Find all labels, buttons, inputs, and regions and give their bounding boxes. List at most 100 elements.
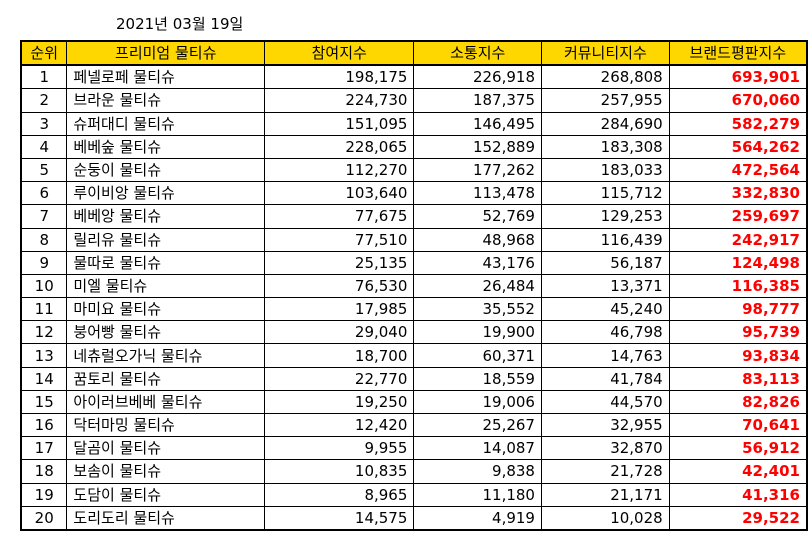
community-index-cell: 268,808 — [540, 64, 670, 90]
table-row: 11 마미요 물티슈 17,985 35,552 45,240 98,777 — [20, 297, 808, 322]
participation-index-cell: 76,530 — [263, 273, 415, 299]
participation-index-cell: 18,700 — [263, 343, 415, 368]
participation-index-cell: 198,175 — [263, 64, 415, 90]
participation-index-cell: 224,730 — [263, 88, 415, 113]
brand-reputation-index-cell: 670,060 — [668, 88, 808, 113]
table-row: 10 미엘 물티슈 76,530 26,484 13,371 116,385 — [20, 273, 808, 299]
community-index-cell: 44,570 — [540, 389, 670, 415]
brand-name-cell: 베베숲 물티슈 — [66, 134, 265, 159]
header-communication-index: 소통지수 — [413, 39, 542, 67]
rank-cell: 16 — [20, 412, 68, 438]
header-community-index: 커뮤니티지수 — [540, 39, 670, 67]
brand-name-cell: 달곰이 물티슈 — [66, 436, 265, 461]
brand-reputation-index-cell: 116,385 — [668, 273, 808, 299]
participation-index-cell: 228,065 — [263, 134, 415, 159]
rank-cell: 20 — [20, 505, 68, 531]
communication-index-cell: 113,478 — [413, 181, 542, 206]
brand-reputation-index-cell: 93,834 — [668, 343, 808, 368]
participation-index-cell: 22,770 — [263, 366, 415, 391]
communication-index-cell: 226,918 — [413, 64, 542, 90]
community-index-cell: 21,171 — [540, 482, 670, 507]
table-header-row: 순위 프리미엄 물티슈 참여지수 소통지수 커뮤니티지수 브랜드평판지수 — [20, 39, 808, 67]
community-index-cell: 45,240 — [540, 297, 670, 322]
table-row: 18 보솜이 물티슈 10,835 9,838 21,728 42,401 — [20, 459, 808, 484]
participation-index-cell: 103,640 — [263, 181, 415, 206]
brand-name-cell: 페넬로페 물티슈 — [66, 64, 265, 90]
rank-cell: 11 — [20, 297, 68, 322]
communication-index-cell: 9,838 — [413, 459, 542, 484]
communication-index-cell: 19,006 — [413, 389, 542, 415]
communication-index-cell: 152,889 — [413, 134, 542, 159]
communication-index-cell: 26,484 — [413, 273, 542, 299]
rank-cell: 17 — [20, 436, 68, 461]
participation-index-cell: 77,510 — [263, 227, 415, 252]
communication-index-cell: 43,176 — [413, 250, 542, 275]
brand-name-cell: 보솜이 물티슈 — [66, 459, 265, 484]
table-row: 9 물따로 물티슈 25,135 43,176 56,187 124,498 — [20, 250, 808, 275]
participation-index-cell: 12,420 — [263, 412, 415, 438]
rank-cell: 7 — [20, 204, 68, 229]
rank-cell: 19 — [20, 482, 68, 507]
header-rank: 순위 — [20, 39, 68, 67]
table-row: 14 꿈토리 물티슈 22,770 18,559 41,784 83,113 — [20, 366, 808, 391]
brand-name-cell: 닥터마밍 물티슈 — [66, 412, 265, 438]
brand-reputation-index-cell: 95,739 — [668, 320, 808, 345]
brand-name-cell: 브라운 물티슈 — [66, 88, 265, 113]
brand-name-cell: 도담이 물티슈 — [66, 482, 265, 507]
participation-index-cell: 151,095 — [263, 111, 415, 136]
community-index-cell: 257,955 — [540, 88, 670, 113]
communication-index-cell: 52,769 — [413, 204, 542, 229]
rank-cell: 6 — [20, 181, 68, 206]
community-index-cell: 56,187 — [540, 250, 670, 275]
communication-index-cell: 48,968 — [413, 227, 542, 252]
community-index-cell: 183,033 — [540, 157, 670, 183]
community-index-cell: 46,798 — [540, 320, 670, 345]
table-row: 5 순둥이 물티슈 112,270 177,262 183,033 472,564 — [20, 157, 808, 183]
brand-reputation-index-cell: 564,262 — [668, 134, 808, 159]
brand-name-cell: 네츄럴오가닉 물티슈 — [66, 343, 265, 368]
community-index-cell: 129,253 — [540, 204, 670, 229]
brand-name-cell: 릴리유 물티슈 — [66, 227, 265, 252]
brand-name-cell: 마미요 물티슈 — [66, 297, 265, 322]
community-index-cell: 32,870 — [540, 436, 670, 461]
table-row: 1 페넬로페 물티슈 198,175 226,918 268,808 693,901 — [20, 64, 808, 90]
brand-reputation-index-cell: 693,901 — [668, 64, 808, 90]
rank-cell: 15 — [20, 389, 68, 415]
brand-reputation-index-cell: 29,522 — [668, 505, 808, 531]
communication-index-cell: 25,267 — [413, 412, 542, 438]
brand-name-cell: 슈퍼대디 물티슈 — [66, 111, 265, 136]
rank-cell: 14 — [20, 366, 68, 391]
header-brand-reputation-index: 브랜드평판지수 — [668, 39, 808, 67]
brand-reputation-index-cell: 259,697 — [668, 204, 808, 229]
table-row: 17 달곰이 물티슈 9,955 14,087 32,870 56,912 — [20, 436, 808, 461]
community-index-cell: 21,728 — [540, 459, 670, 484]
brand-name-cell: 미엘 물티슈 — [66, 273, 265, 299]
brand-reputation-index-cell: 70,641 — [668, 412, 808, 438]
brand-reputation-table: 순위 프리미엄 물티슈 참여지수 소통지수 커뮤니티지수 브랜드평판지수 1 페넬… — [20, 39, 808, 531]
table-row: 16 닥터마밍 물티슈 12,420 25,267 32,955 70,641 — [20, 412, 808, 438]
rank-cell: 18 — [20, 459, 68, 484]
table-row: 13 네츄럴오가닉 물티슈 18,700 60,371 14,763 93,834 — [20, 343, 808, 368]
rank-cell: 3 — [20, 111, 68, 136]
participation-index-cell: 10,835 — [263, 459, 415, 484]
communication-index-cell: 18,559 — [413, 366, 542, 391]
brand-name-cell: 꿈토리 물티슈 — [66, 366, 265, 391]
communication-index-cell: 14,087 — [413, 436, 542, 461]
rank-cell: 12 — [20, 320, 68, 345]
brand-name-cell: 물따로 물티슈 — [66, 250, 265, 275]
brand-reputation-index-cell: 124,498 — [668, 250, 808, 275]
communication-index-cell: 35,552 — [413, 297, 542, 322]
rank-cell: 9 — [20, 250, 68, 275]
brand-reputation-index-cell: 242,917 — [668, 227, 808, 252]
community-index-cell: 14,763 — [540, 343, 670, 368]
community-index-cell: 41,784 — [540, 366, 670, 391]
rank-cell: 4 — [20, 134, 68, 159]
community-index-cell: 183,308 — [540, 134, 670, 159]
brand-reputation-index-cell: 56,912 — [668, 436, 808, 461]
rank-cell: 2 — [20, 88, 68, 113]
rank-cell: 5 — [20, 157, 68, 183]
brand-name-cell: 아이러브베베 물티슈 — [66, 389, 265, 415]
table-row: 3 슈퍼대디 물티슈 151,095 146,495 284,690 582,279 — [20, 111, 808, 136]
brand-name-cell: 베베앙 물티슈 — [66, 204, 265, 229]
communication-index-cell: 11,180 — [413, 482, 542, 507]
